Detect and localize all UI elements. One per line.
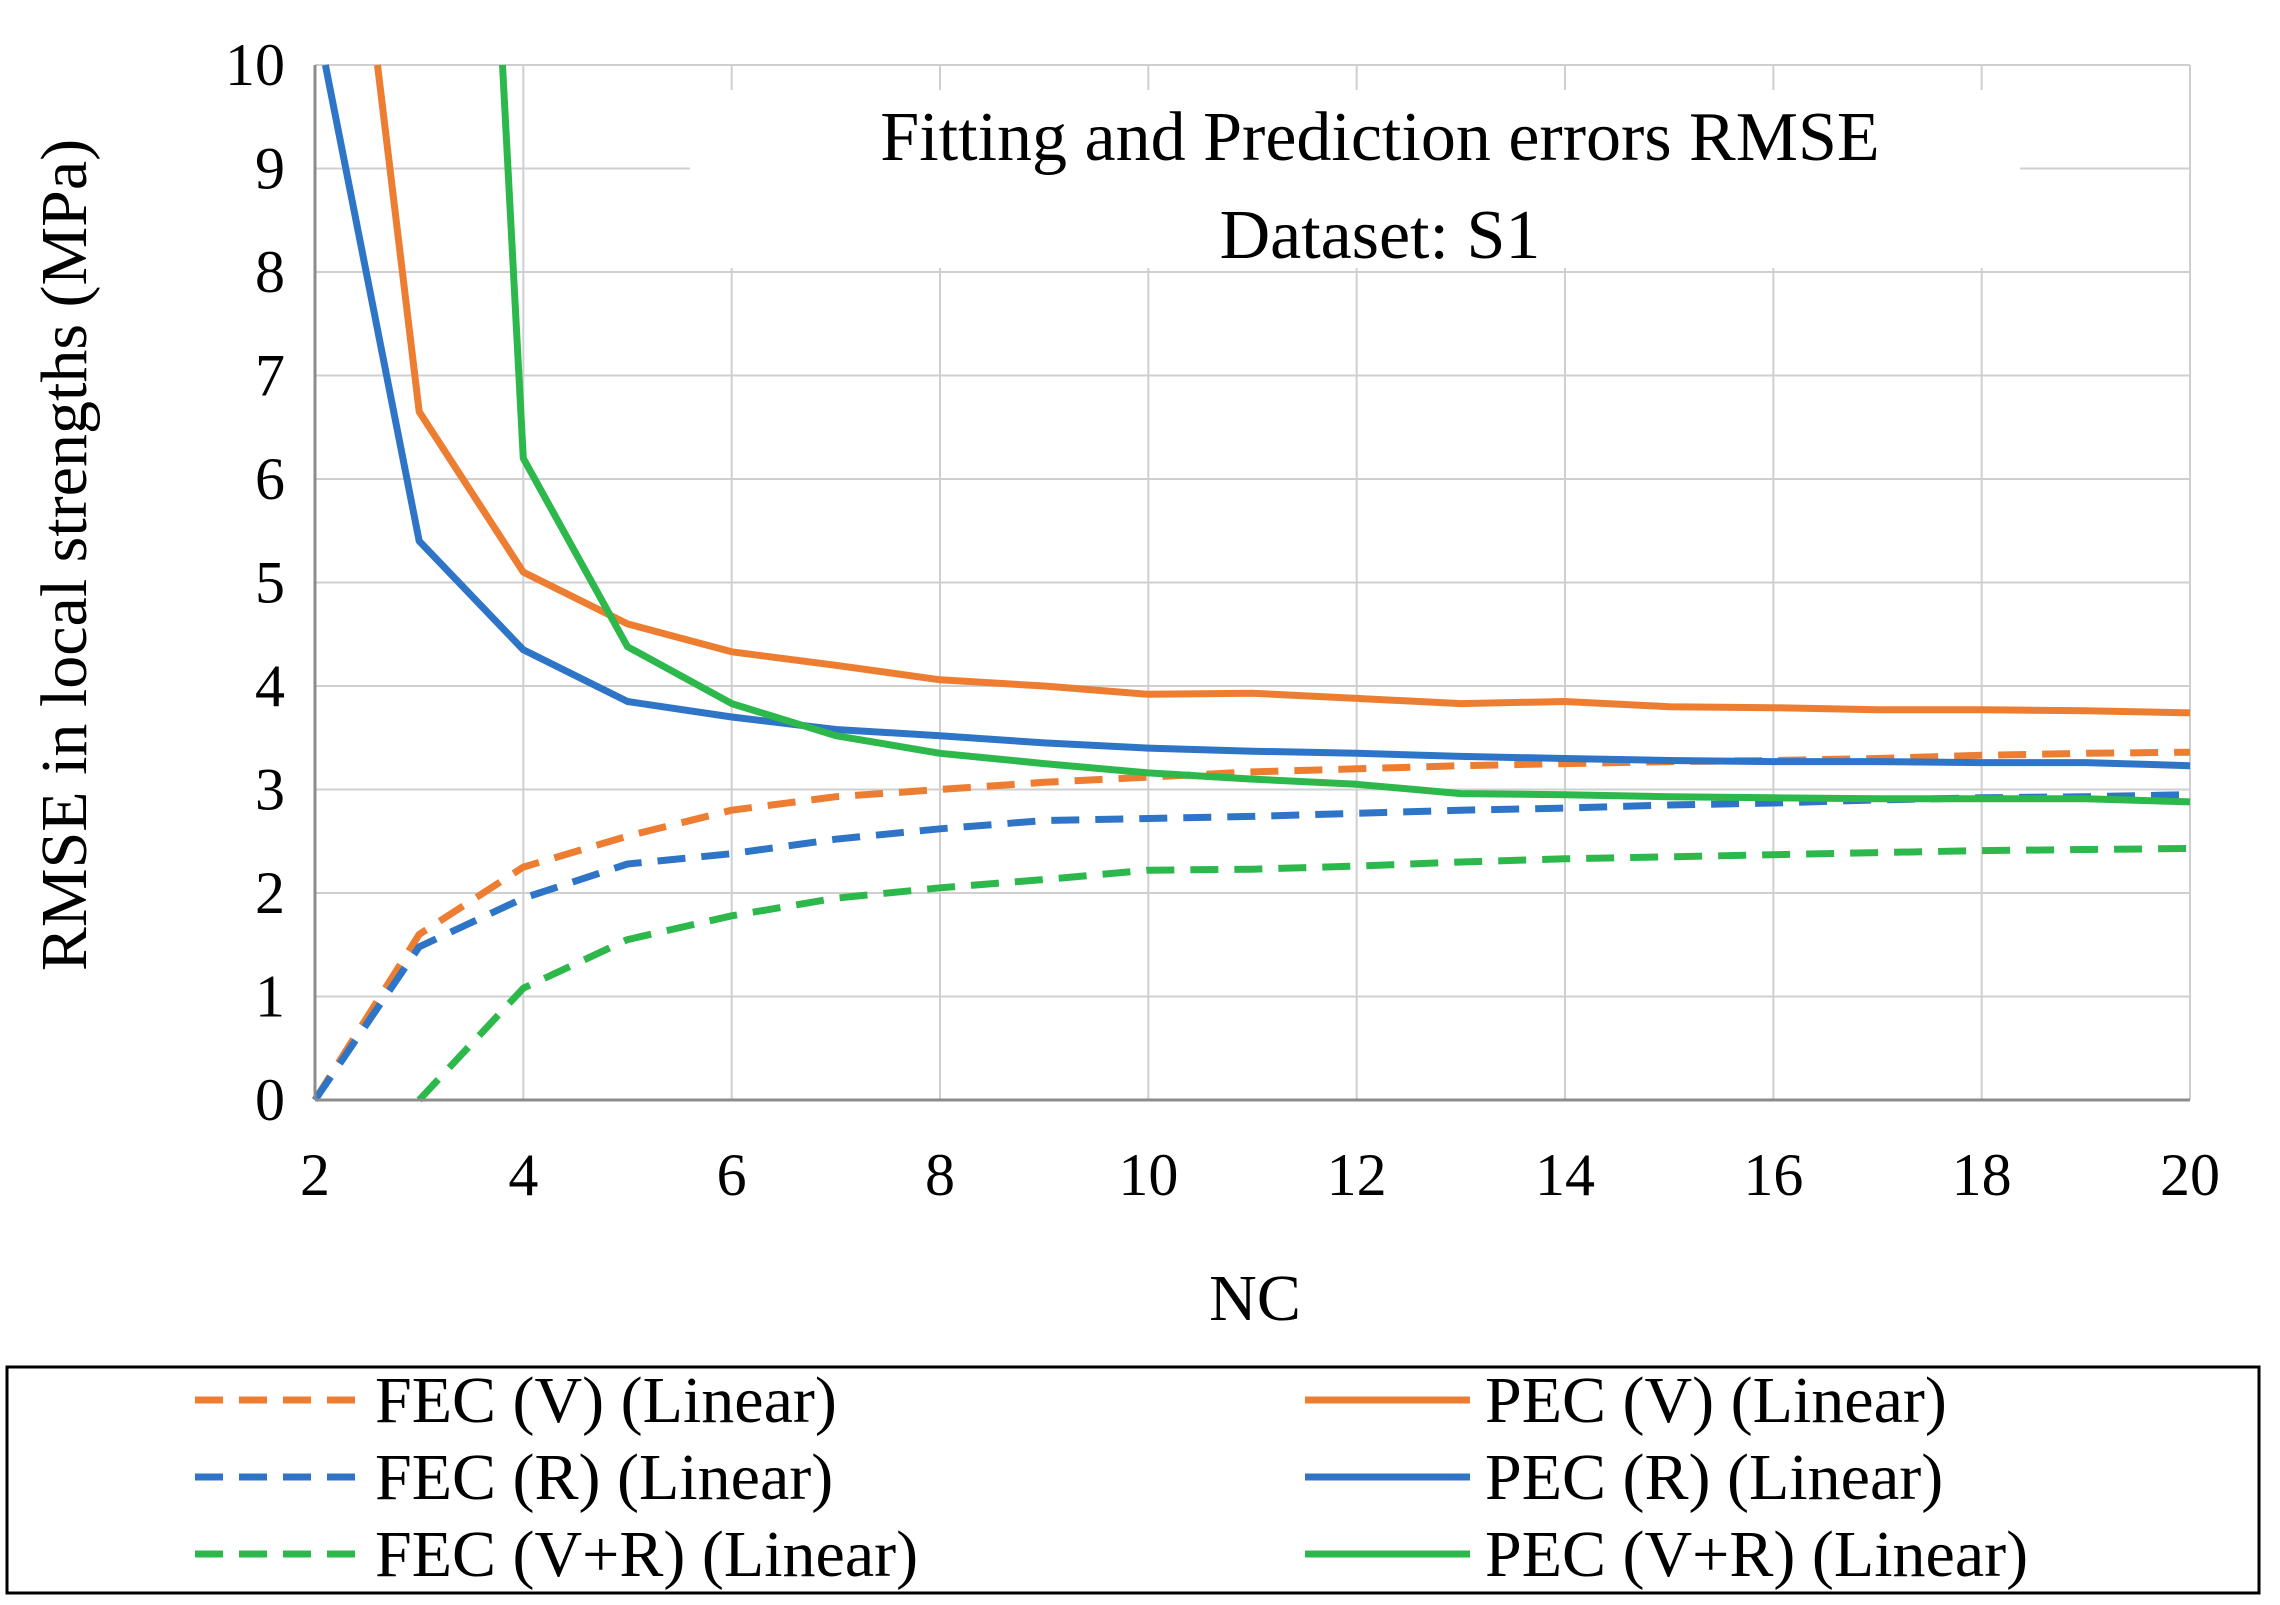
chart-title: Fitting and Prediction errors RMSE: [880, 99, 1879, 176]
x-tick-label: 16: [1743, 1142, 1803, 1208]
y-tick-label: 7: [255, 343, 285, 409]
legend-box: [5, 1365, 2261, 1595]
x-tick-label: 18: [1952, 1142, 2012, 1208]
y-axis-title: RMSE in local strengths (MPa): [28, 139, 101, 971]
y-tick-label: 9: [255, 136, 285, 202]
legend-label: FEC (R) (Linear): [375, 1441, 833, 1514]
x-tick-label: 8: [925, 1142, 955, 1208]
series-line-4: [321, 64, 2191, 770]
x-tick-label: 4: [508, 1142, 538, 1208]
x-tick-label: 10: [1118, 1142, 1178, 1208]
legend-label: FEC (V+R) (Linear): [375, 1518, 918, 1591]
y-tick-label: 6: [255, 446, 285, 512]
y-tick-label: 5: [255, 550, 285, 616]
x-tick-label: 6: [717, 1142, 747, 1208]
series-lines: [312, 64, 2191, 1103]
axes: [313, 65, 2190, 1102]
y-tick-label: 4: [255, 653, 285, 719]
legend-label: PEC (V+R) (Linear): [1485, 1518, 2028, 1591]
y-tick-label: 8: [255, 239, 285, 305]
series-line-3: [312, 791, 2191, 1102]
series-line-5: [416, 845, 2191, 1103]
y-tick-label: 1: [255, 964, 285, 1030]
legend: FEC (V) (Linear) PEC (V) (Linear) FEC (R) …: [195, 1364, 2028, 1591]
y-tick-label: 3: [255, 757, 285, 823]
legend-label: PEC (R) (Linear): [1485, 1441, 1943, 1514]
y-tick-label: 0: [255, 1067, 285, 1133]
x-axis-title: NC: [1209, 1262, 1301, 1335]
chart-subtitle: Dataset: S1: [1220, 197, 1541, 274]
y-tick-label: 10: [225, 32, 285, 98]
legend-label: PEC (V) (Linear): [1485, 1364, 1947, 1437]
x-tick-label: 12: [1327, 1142, 1387, 1208]
y-tick-label: 2: [255, 860, 285, 926]
x-tick-label: 14: [1535, 1142, 1595, 1208]
series-line-2: [374, 64, 2191, 717]
series-line-6: [499, 64, 2191, 806]
x-tick-label: 2: [300, 1142, 330, 1208]
x-tick-label: 20: [2160, 1142, 2220, 1208]
legend-label: FEC (V) (Linear): [375, 1364, 837, 1437]
title-background: [690, 90, 2020, 268]
